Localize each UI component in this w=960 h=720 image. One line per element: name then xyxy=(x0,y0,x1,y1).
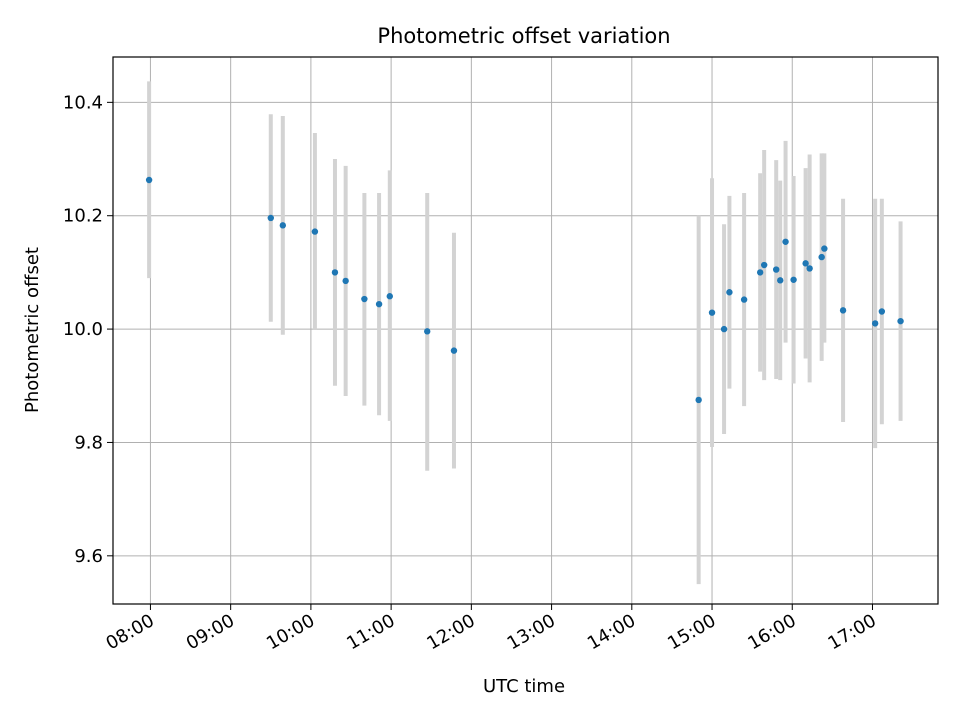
data-point xyxy=(386,293,393,300)
data-point xyxy=(331,269,339,276)
data-point xyxy=(760,261,768,269)
x-tick-label: 10:00 xyxy=(263,610,318,654)
data-point xyxy=(267,214,274,222)
data-point xyxy=(782,238,789,245)
grid xyxy=(113,57,938,604)
data-point xyxy=(375,300,383,308)
plot-frame xyxy=(112,56,939,605)
data-point xyxy=(708,309,716,316)
data-point xyxy=(773,266,780,273)
data-point xyxy=(756,269,764,276)
x-tick-label: 08:00 xyxy=(103,610,158,654)
y-tick-label: 10.4 xyxy=(63,92,103,113)
data-point xyxy=(871,320,879,327)
data-point xyxy=(802,260,809,267)
x-axis: 08:00 09:00 10:00 11:00 12:00 13:00 14:00 15:00… xyxy=(103,604,880,654)
data-point xyxy=(897,317,904,325)
data-point xyxy=(361,295,368,303)
y-axis: 9.6 9.8 10.0 10.2 10.4 xyxy=(63,92,113,567)
data-point xyxy=(145,176,153,184)
y-axis-label: Photometric offset xyxy=(22,247,43,413)
data-point xyxy=(279,222,287,229)
error-bars xyxy=(147,81,903,585)
data-point xyxy=(740,296,748,303)
y-tick-label: 9.6 xyxy=(74,546,103,567)
data-point xyxy=(720,325,728,333)
data-point xyxy=(726,289,733,296)
y-tick-label: 10.2 xyxy=(63,206,103,227)
x-tick-label: 16:00 xyxy=(744,610,799,654)
y-tick-label: 9.8 xyxy=(74,432,103,453)
data-point xyxy=(424,328,431,335)
data-point xyxy=(695,396,702,404)
data-point xyxy=(821,245,828,252)
data-point xyxy=(311,228,319,235)
x-tick-label: 12:00 xyxy=(423,610,478,654)
chart-title: Photometric offset variation xyxy=(377,24,670,48)
x-tick-label: 11:00 xyxy=(343,610,398,654)
data-point xyxy=(342,277,349,285)
x-tick-label: 09:00 xyxy=(183,610,238,654)
x-tick-label: 14:00 xyxy=(584,610,639,654)
data-point xyxy=(878,308,886,315)
data-markers xyxy=(145,176,904,404)
data-point xyxy=(450,347,458,354)
x-tick-label: 15:00 xyxy=(664,610,719,654)
x-tick-label: 13:00 xyxy=(504,610,559,654)
data-point xyxy=(818,253,825,261)
y-tick-label: 10.0 xyxy=(63,319,103,340)
data-point xyxy=(806,265,813,272)
x-axis-label: UTC time xyxy=(483,676,565,697)
data-point xyxy=(790,276,797,283)
x-tick-label: 17:00 xyxy=(825,610,880,654)
data-point xyxy=(839,307,847,314)
data-point xyxy=(777,277,784,284)
